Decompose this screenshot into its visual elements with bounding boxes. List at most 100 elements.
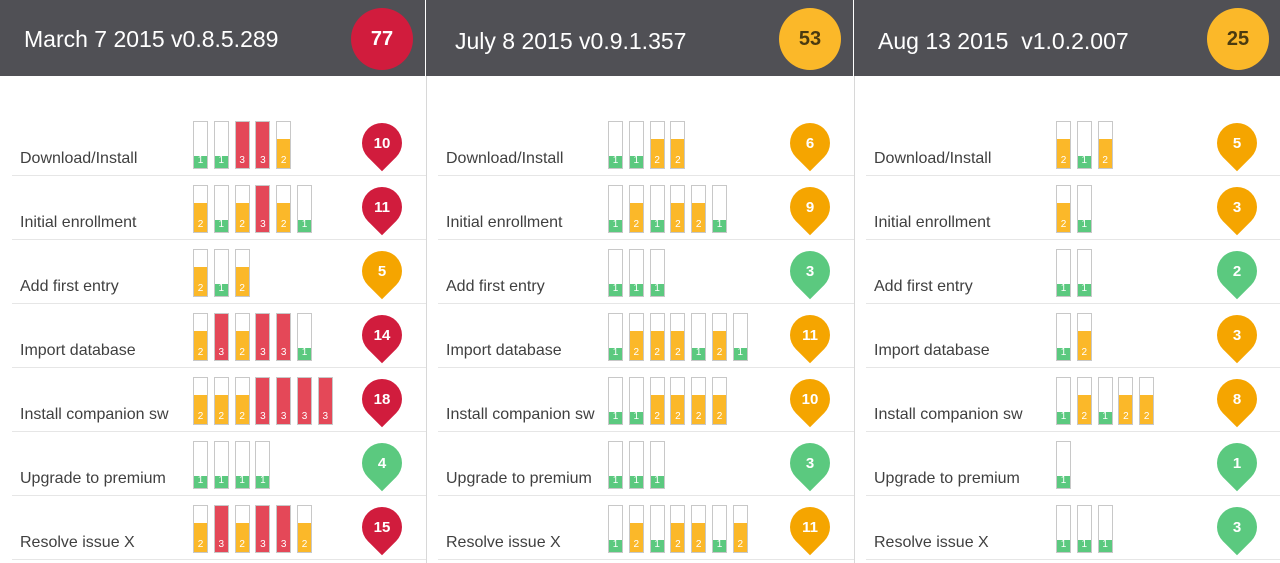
severity-bar-fill [692,348,706,360]
severity-bar-fill [1077,395,1091,424]
row-divider [438,431,854,432]
severity-bar-fill [194,267,207,296]
severity-bar: 2 [628,505,644,553]
row-divider [866,559,1280,560]
severity-bar: 1 [1097,377,1113,425]
score-value: 2 [1232,262,1242,280]
task-label: Resolve issue X [20,534,135,551]
severity-bar-fill [609,412,622,424]
severity-bar-fill [629,284,643,296]
severity-bar-fill [1057,284,1070,296]
severity-bar-fill [650,331,664,360]
row-divider [438,559,854,560]
task-label: Upgrade to premium [874,470,1020,487]
severity-bar-value: 2 [716,347,723,358]
severity-bar-fill [235,523,249,552]
severity-bar: 2 [1118,377,1134,425]
task-label: Import database [20,342,136,359]
severity-bar-value: 2 [197,283,204,294]
severity-bar-fill [194,203,207,232]
severity-bar-fill [692,523,706,552]
severity-bar-value: 2 [716,411,723,422]
severity-bar: 1 [213,121,229,169]
severity-bar-value: 2 [1102,155,1108,166]
severity-bar-value: 3 [260,155,266,166]
row-divider [12,431,426,432]
severity-bar-value: 1 [239,475,245,486]
release-title: July 8 2015 v0.9.1.357 [455,28,687,54]
severity-bar: 2 [276,185,292,233]
row-divider [12,559,426,560]
severity-bar-value: 2 [1123,411,1129,422]
severity-bar-value: 2 [239,283,245,294]
column-divider [426,0,427,563]
row-divider [12,239,426,240]
severity-bar-fill [713,331,726,360]
severity-bar-value: 2 [654,155,660,166]
severity-bar-fill [214,284,228,296]
severity-bar-fill [692,203,706,232]
severity-bar: 2 [628,185,644,233]
severity-bar-value: 1 [716,219,723,230]
severity-bar-fill [650,284,664,296]
severity-bar-fill [256,186,270,232]
severity-bar: 1 [628,377,644,425]
severity-bar: 1 [628,121,644,169]
task-label: Add first entry [874,278,973,295]
severity-bar-value: 2 [239,347,245,358]
severity-bar-value: 2 [633,347,640,358]
severity-bar: 1 [193,441,208,489]
release-title: March 7 2015 v0.8.5.289 [24,26,279,52]
severity-bar: 1 [649,185,665,233]
severity-bar: 1 [255,441,271,489]
row-divider [866,175,1280,176]
severity-bar-value: 1 [654,283,660,294]
severity-bar-value: 1 [218,219,225,230]
severity-bar-value: 2 [239,411,245,422]
severity-bar: 2 [1097,121,1113,169]
severity-bar-fill [318,378,332,424]
severity-bar: 3 [255,377,271,425]
severity-bar: 2 [649,121,665,169]
severity-bar-fill [235,203,249,232]
severity-bar: 2 [712,377,727,425]
severity-bar-value: 2 [197,219,204,230]
severity-bar-value: 1 [1060,411,1067,422]
row-divider [438,175,854,176]
severity-bar-value: 1 [612,219,619,230]
severity-bar-value: 3 [239,155,245,166]
severity-bar-fill [1077,540,1091,552]
severity-bar-fill [1098,412,1112,424]
severity-bar-value: 3 [260,411,266,422]
score-value: 6 [805,134,815,152]
task-label: Install companion sw [20,406,169,423]
severity-bar-value: 3 [280,411,287,422]
severity-bar: 2 [276,121,292,169]
severity-bar: 2 [649,313,665,361]
task-label: Resolve issue X [446,534,561,551]
task-label: Import database [446,342,562,359]
severity-bar: 1 [297,185,312,233]
severity-bar-value: 3 [218,347,225,358]
severity-bar-value: 1 [612,155,619,166]
row-divider [12,495,426,496]
severity-bar: 1 [608,121,623,169]
task-label: Upgrade to premium [20,470,166,487]
severity-bar-value: 2 [654,411,660,422]
severity-bar: 2 [213,377,229,425]
severity-bar: 2 [691,185,707,233]
severity-bar-fill [214,395,228,424]
total-score-badge: 25 [1207,8,1269,70]
severity-bar: 1 [193,121,208,169]
severity-bar-fill [1077,220,1091,232]
severity-bar-fill [1057,203,1070,232]
severity-bar: 1 [213,185,229,233]
severity-bar-value: 2 [675,347,681,358]
severity-bar: 2 [1076,313,1092,361]
severity-bar: 3 [276,377,292,425]
severity-bar-fill [733,523,747,552]
severity-bar-value: 2 [1060,155,1067,166]
severity-bar-value: 1 [612,411,619,422]
severity-bar-value: 2 [197,411,204,422]
severity-bar-value: 2 [695,539,702,550]
